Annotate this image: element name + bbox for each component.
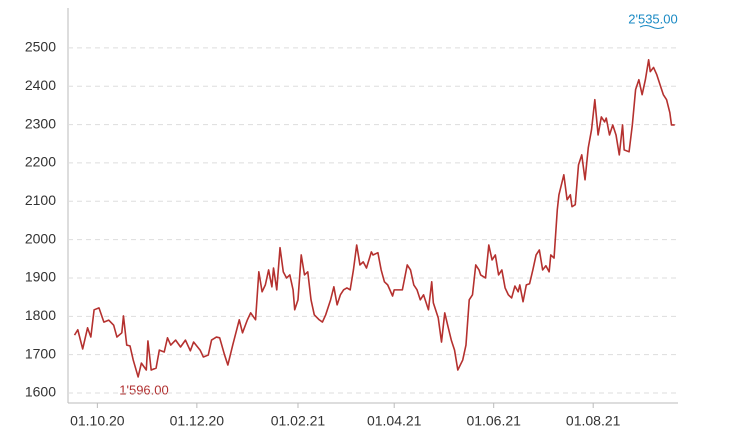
y-tick-label: 2300: [25, 115, 56, 131]
y-tick-label: 1800: [25, 307, 56, 323]
y-tick-label: 2400: [25, 77, 56, 93]
x-tick-label: 01.08.21: [566, 413, 621, 429]
y-tick-label: 2000: [25, 230, 56, 246]
y-tick-label: 2100: [25, 192, 56, 208]
y-tick-label: 1600: [25, 384, 56, 400]
x-tick-label: 01.06.21: [466, 413, 521, 429]
y-tick-label: 1700: [25, 345, 56, 361]
x-tick-label: 01.12.20: [170, 413, 225, 429]
min-annotation: 1'596.00: [119, 382, 168, 397]
y-tick-label: 2500: [25, 39, 56, 55]
price-line: [73, 58, 675, 378]
x-tick-label: 01.02.21: [271, 413, 326, 429]
max-annotation: 2'535.00: [628, 11, 677, 26]
x-tick-label: 01.10.20: [70, 413, 125, 429]
max-marker: [639, 25, 665, 29]
y-tick-label: 2200: [25, 154, 56, 170]
y-tick-label: 1900: [25, 269, 56, 285]
x-tick-label: 01.04.21: [367, 413, 422, 429]
